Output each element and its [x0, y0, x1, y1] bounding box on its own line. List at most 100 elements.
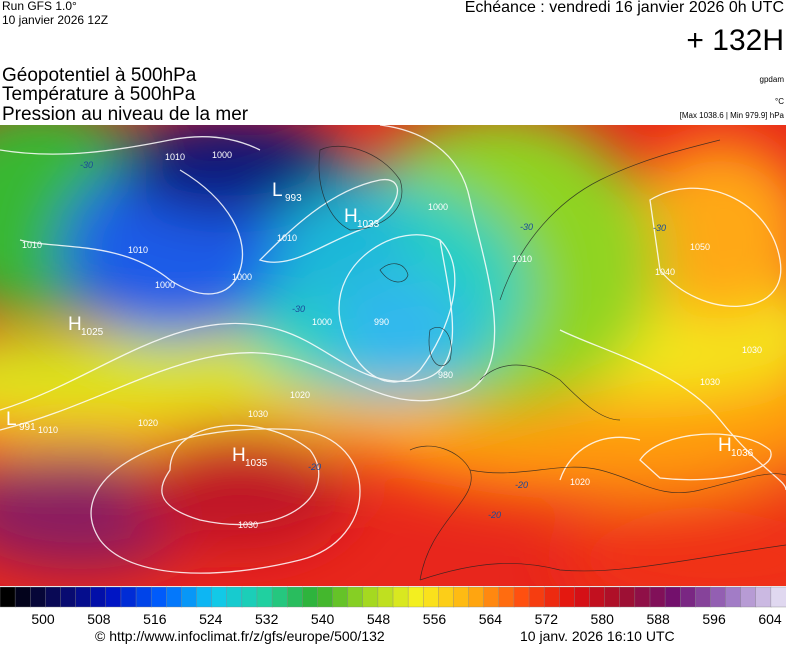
isobar-label: 1000 — [428, 202, 448, 212]
isobar-label: 1000 — [155, 280, 175, 290]
isobar-label: 1010 — [128, 245, 148, 255]
colorbar-cell — [105, 586, 122, 608]
isobar-label: 990 — [374, 317, 389, 327]
isobar-label: 1000 — [232, 272, 252, 282]
colorbar-tick-label: 572 — [535, 611, 559, 627]
pressure-center-value: 1036 — [731, 448, 754, 459]
colorbar-cell — [60, 586, 77, 608]
colorbar-cell — [649, 586, 666, 608]
title-geopotential: Géopotentiel à 500hPa — [2, 65, 197, 86]
colorbar-cell — [483, 586, 500, 608]
colorbar-cell — [196, 586, 213, 608]
isobar-label: 1020 — [570, 477, 590, 487]
colorbar-tick-label: 580 — [591, 611, 615, 627]
timestamp: 10 janv. 2026 16:10 UTC — [520, 628, 675, 644]
colorbar-cell — [755, 586, 772, 608]
isobar-label: 1030 — [742, 345, 762, 355]
colorbar-cell — [135, 586, 152, 608]
isobar-label: 1050 — [690, 242, 710, 252]
colorbar-cell — [317, 586, 334, 608]
colorbar-cell — [392, 586, 409, 608]
run-date: 10 janvier 2026 12Z — [2, 13, 108, 27]
isobar-label: 1030 — [248, 409, 268, 419]
isobar-label: 1010 — [277, 233, 297, 243]
colorbar-cell — [559, 586, 576, 608]
extremes: [Max 1038.6 | Min 979.9] hPa — [680, 111, 785, 120]
colorbar-cell — [438, 586, 455, 608]
colorbar-tick-label: 500 — [31, 611, 55, 627]
temperature-label: -20 — [308, 462, 321, 472]
colorbar-cell — [166, 586, 183, 608]
colorbar-cell — [710, 586, 727, 608]
colorbar-cell — [241, 586, 258, 608]
colorbar-cell — [695, 586, 712, 608]
map — [0, 125, 786, 586]
pressure-center-letter: H — [232, 445, 246, 466]
colorbar-cell — [664, 586, 681, 608]
colorbar-cell — [362, 586, 379, 608]
temperature-label: -30 — [292, 304, 305, 314]
temperature-label: -30 — [520, 222, 533, 232]
colorbar-cell — [75, 586, 92, 608]
colorbar-tick-label: 604 — [758, 611, 782, 627]
colorbar-cell — [332, 586, 349, 608]
colorbar-cell — [528, 586, 545, 608]
isobar-label: 1020 — [290, 390, 310, 400]
colorbar-cell — [574, 586, 591, 608]
colorbar-tick-label: 532 — [255, 611, 279, 627]
colorbar-cell — [377, 586, 394, 608]
title-temperature: Température à 500hPa — [2, 84, 196, 105]
colorbar-cell — [347, 586, 364, 608]
pressure-center-letter: L — [272, 180, 283, 201]
colorbar-cell — [150, 586, 167, 608]
colorbar-cell — [604, 586, 621, 608]
run-label: Run GFS 1.0° — [2, 0, 77, 13]
colorbar-cell — [256, 586, 273, 608]
isobar-label: 1040 — [655, 267, 675, 277]
colorbar-cell — [286, 586, 304, 608]
pressure-center-value: 1033 — [357, 219, 380, 230]
pressure-center-value: 993 — [285, 193, 302, 204]
colorbar-cell — [740, 586, 757, 608]
colorbar-tick-label: 516 — [143, 611, 167, 627]
colorbar-cell — [770, 586, 786, 608]
colorbar-cell — [543, 586, 560, 608]
pressure-center-value: 1025 — [81, 327, 104, 338]
colorbar-cell — [468, 586, 485, 608]
colorbar-tick-label: 556 — [423, 611, 447, 627]
colorbar-tick-label: 508 — [87, 611, 111, 627]
colorbar-cell — [498, 586, 515, 608]
colorbar-cell — [302, 586, 319, 608]
isobar-label: 1020 — [138, 418, 158, 428]
colorbar-tick-label: 524 — [199, 611, 223, 627]
colorbar-cell — [181, 586, 198, 608]
isobar-label: 980 — [438, 370, 453, 380]
pressure-center-letter: H — [344, 206, 358, 227]
colorbar-cell — [634, 586, 651, 608]
colorbar-cell — [423, 586, 440, 608]
isobar-label: 1000 — [312, 317, 332, 327]
title-pressure: Pression au niveau de la mer — [2, 104, 249, 125]
colorbar-tick-label: 596 — [702, 611, 726, 627]
colorbar: 500 508 516 524 532 540 548 556 564 572 580 588 596 6… — [0, 586, 786, 627]
pressure-center-value: 991 — [19, 422, 36, 433]
colorbar-cell — [45, 586, 62, 608]
isobar-label: 1030 — [238, 520, 258, 530]
colorbar-cell — [211, 586, 228, 608]
colorbar-cell — [226, 586, 243, 608]
colorbar-cell — [407, 586, 424, 608]
unit-temperature: °C — [775, 97, 784, 106]
colorbar-cell — [513, 586, 530, 608]
isobar-label: 1000 — [212, 150, 232, 160]
isobar-label: 1030 — [700, 377, 720, 387]
isobar-label: 1010 — [22, 240, 42, 250]
colorbar-cell — [90, 586, 107, 608]
colorbar-cell — [589, 586, 606, 608]
colorbar-cell — [271, 586, 288, 608]
lead-time: + 132H — [686, 24, 784, 57]
temperature-label: -30 — [80, 160, 93, 170]
pressure-center-value: 1035 — [245, 458, 268, 469]
echeance: Echéance : vendredi 16 janvier 2026 0h U… — [465, 0, 784, 16]
